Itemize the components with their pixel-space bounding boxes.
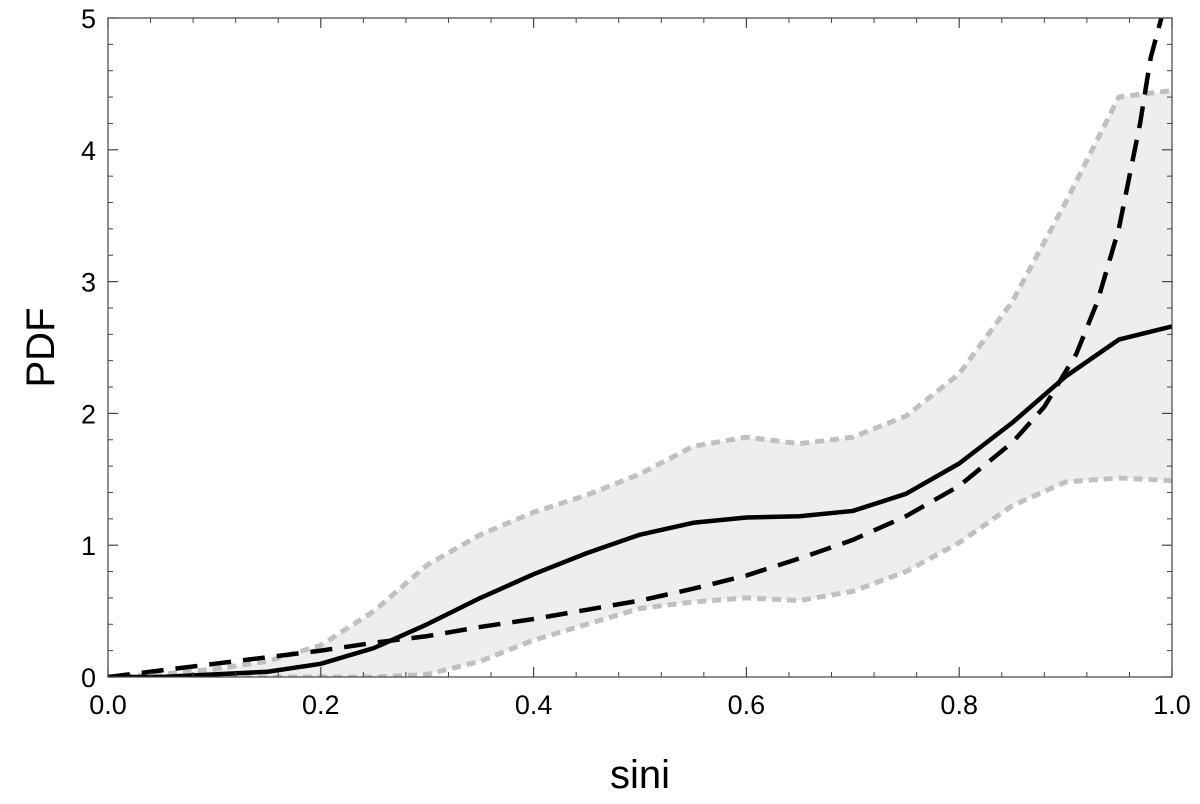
x-tick-label: 0.2	[302, 690, 340, 720]
series-lines	[108, 18, 1172, 677]
y-tick-label: 4	[81, 136, 96, 166]
x-tick-label: 0.0	[89, 690, 127, 720]
series-dashed-line	[108, 18, 1164, 677]
axis-ticks	[107, 17, 1173, 678]
y-tick-label: 3	[81, 268, 96, 298]
band-lower-edge	[108, 475, 1172, 677]
confidence-band	[108, 88, 1172, 677]
band-fill	[108, 90, 1172, 677]
y-tick-label: 2	[81, 399, 96, 429]
plot-frame	[107, 17, 1173, 678]
y-tick-label: 1	[81, 531, 96, 561]
series-solid-line	[108, 324, 1172, 677]
tick-labels: 0.0 0.2 0.4 0.6 0.8 1.0 0 1 2 3 4 5	[81, 4, 1191, 720]
y-axis-label: PDF	[19, 308, 63, 388]
x-tick-label: 1.0	[1153, 690, 1191, 720]
y-tick-label: 5	[81, 4, 96, 34]
x-tick-label: 0.6	[728, 690, 766, 720]
x-tick-label: 0.4	[515, 690, 553, 720]
x-tick-label: 0.8	[940, 690, 978, 720]
y-tick-label: 0	[81, 663, 96, 693]
x-axis-label: sini	[610, 753, 670, 797]
